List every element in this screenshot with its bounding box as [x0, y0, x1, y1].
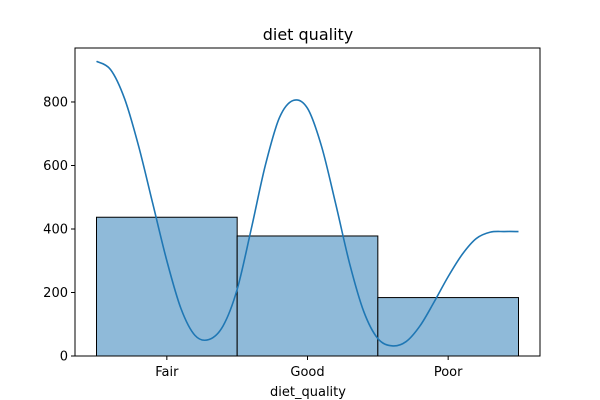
kde-group [96, 60, 519, 347]
kde-line [96, 60, 519, 347]
x-axis: Fair Good Poor [155, 356, 463, 380]
x-tick-label-good: Good [290, 365, 324, 380]
x-tick-label-poor: Poor [434, 365, 463, 380]
bar-poor [377, 297, 520, 357]
y-tick-label: 200 [43, 286, 68, 301]
x-axis-label: diet_quality [270, 385, 346, 400]
bar-good [236, 235, 379, 357]
y-tick-label: 600 [43, 159, 68, 174]
y-axis: 0 200 400 600 800 [43, 95, 75, 365]
chart-title: diet quality [263, 25, 354, 44]
y-tick-label: 400 [43, 222, 68, 237]
y-tick-label: 800 [43, 95, 68, 110]
bars-group [96, 216, 520, 357]
y-tick-label: 0 [60, 350, 68, 365]
x-tick-label-fair: Fair [155, 365, 179, 380]
bar-fair [96, 216, 238, 357]
